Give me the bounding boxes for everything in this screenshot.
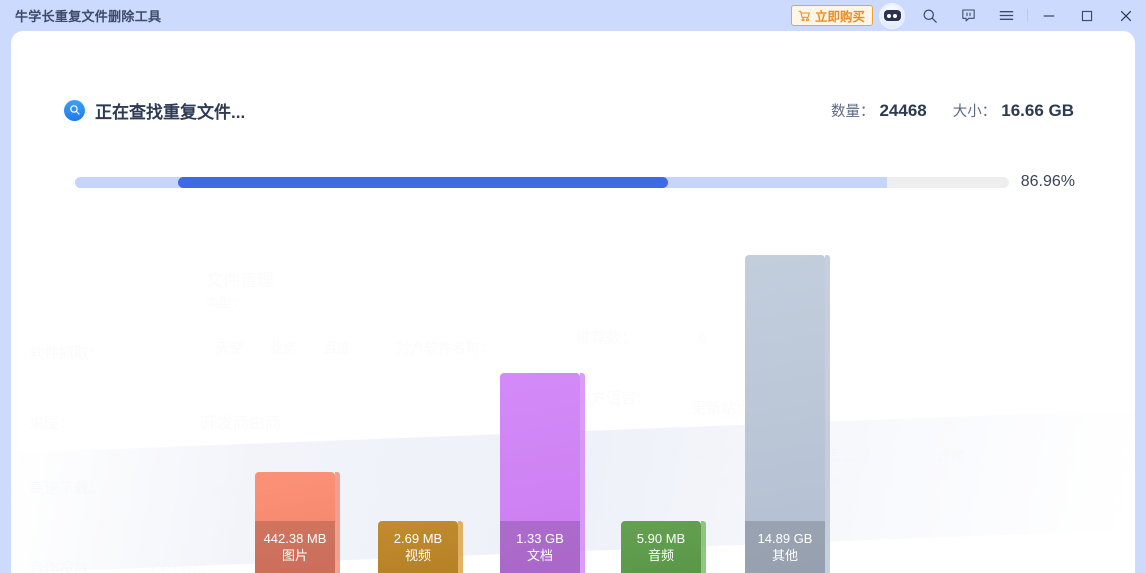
robot-assistant-icon[interactable] <box>873 0 911 31</box>
chart-bar[interactable]: 442.38 MB 图片 <box>255 472 335 573</box>
minimize-icon[interactable] <box>1030 0 1068 31</box>
progress-percent-label: 86.96% <box>1020 173 1075 190</box>
progress-track <box>75 176 1009 188</box>
chart-bar-size: 14.89 GB <box>757 530 813 546</box>
chart-bar-body <box>500 373 580 573</box>
chart-bar-label: 5.90 MB 音频 <box>621 521 701 573</box>
shopping-cart-icon <box>798 10 811 22</box>
chart-bar-body <box>255 472 335 573</box>
chart-bar-label: 14.89 GB 其他 <box>745 521 825 573</box>
scan-status-title: 正在查找重复文件... <box>95 102 246 122</box>
titlebar-divider <box>1027 9 1028 22</box>
chart-bar-category: 图片 <box>281 547 308 563</box>
chart-bar-category: 音频 <box>647 547 674 563</box>
chart-bar-body <box>745 255 825 573</box>
chart-bar-side <box>335 472 340 573</box>
search-circle-icon <box>64 99 85 121</box>
chart-bar-category: 其他 <box>771 547 798 563</box>
file-type-bar-chart: 442.38 MB 图片 2.69 MB 视频 1.33 GB 文档 5.90 MB 音频 14… <box>11 213 1135 573</box>
scan-progress-row: 86.96% <box>75 171 1075 193</box>
chart-bar-group: 5.90 MB 音频 <box>621 521 706 573</box>
chart-bar[interactable]: 2.69 MB 视频 <box>378 521 458 573</box>
app-title: 牛学长重复文件删除工具 <box>15 9 162 24</box>
chart-bar-size: 1.33 GB <box>516 530 564 546</box>
title-bar: 牛学长重复文件删除工具 立即购买 <box>0 0 1146 31</box>
chart-bar-size: 5.90 MB <box>636 530 686 546</box>
count-label: 数量： <box>830 103 875 120</box>
chart-bar-side <box>580 373 585 573</box>
chart-bar-side <box>825 255 830 573</box>
chart-bar-body <box>621 521 701 573</box>
size-label: 大小： <box>952 103 997 120</box>
chart-bar[interactable]: 14.89 GB 其他 <box>745 255 825 573</box>
feedback-icon[interactable] <box>949 0 987 31</box>
chart-bar-label: 2.69 MB 视频 <box>378 521 458 573</box>
chart-bar-size: 2.69 MB <box>393 530 443 546</box>
chart-bar-label: 1.33 GB 文档 <box>500 521 580 573</box>
chart-bar-category: 视频 <box>404 547 431 563</box>
search-icon[interactable] <box>911 0 949 31</box>
chart-bar-category: 文档 <box>526 547 553 563</box>
chart-bar-size: 442.38 MB <box>263 530 327 546</box>
titlebar-controls: 立即购买 <box>790 0 1146 31</box>
buy-now-button[interactable]: 立即购买 <box>790 5 873 26</box>
robot-eye-left <box>886 13 891 18</box>
robot-face <box>883 10 901 21</box>
progress-fill <box>177 176 668 188</box>
chart-bar-group: 2.69 MB 视频 <box>378 521 463 573</box>
chart-bar[interactable]: 1.33 GB 文档 <box>500 373 580 573</box>
chart-bar-label: 442.38 MB 图片 <box>255 521 335 573</box>
robot-avatar <box>880 3 904 28</box>
scan-statistics: 数量： 24468 大小： 16.66 GB <box>831 100 1074 121</box>
count-value: 24468 <box>879 100 927 120</box>
robot-eye-right <box>893 13 898 18</box>
chart-bar-side <box>701 521 706 573</box>
content-area: 文件管理类型：天空业务百度对方软件名称：软件抓取：来厦：开发商由商高速下载：流行… <box>11 31 1135 573</box>
chart-bar[interactable]: 5.90 MB 音频 <box>621 521 701 573</box>
chart-bar-group: 1.33 GB 文档 <box>500 373 585 573</box>
chart-bar-group: 442.38 MB 图片 <box>255 472 340 573</box>
size-value: 16.66 GB <box>1001 100 1074 120</box>
chart-bar-group: 14.89 GB 其他 <box>745 255 830 573</box>
chart-bar-side <box>458 521 463 573</box>
chart-bar-body <box>378 521 458 573</box>
close-icon[interactable] <box>1106 0 1146 31</box>
hamburger-menu-icon[interactable] <box>987 0 1025 31</box>
scan-header: 正在查找重复文件... 数量： 24468 大小： 16.66 GB <box>64 93 1074 127</box>
maximize-icon[interactable] <box>1068 0 1106 31</box>
buy-now-label: 立即购买 <box>814 10 865 24</box>
